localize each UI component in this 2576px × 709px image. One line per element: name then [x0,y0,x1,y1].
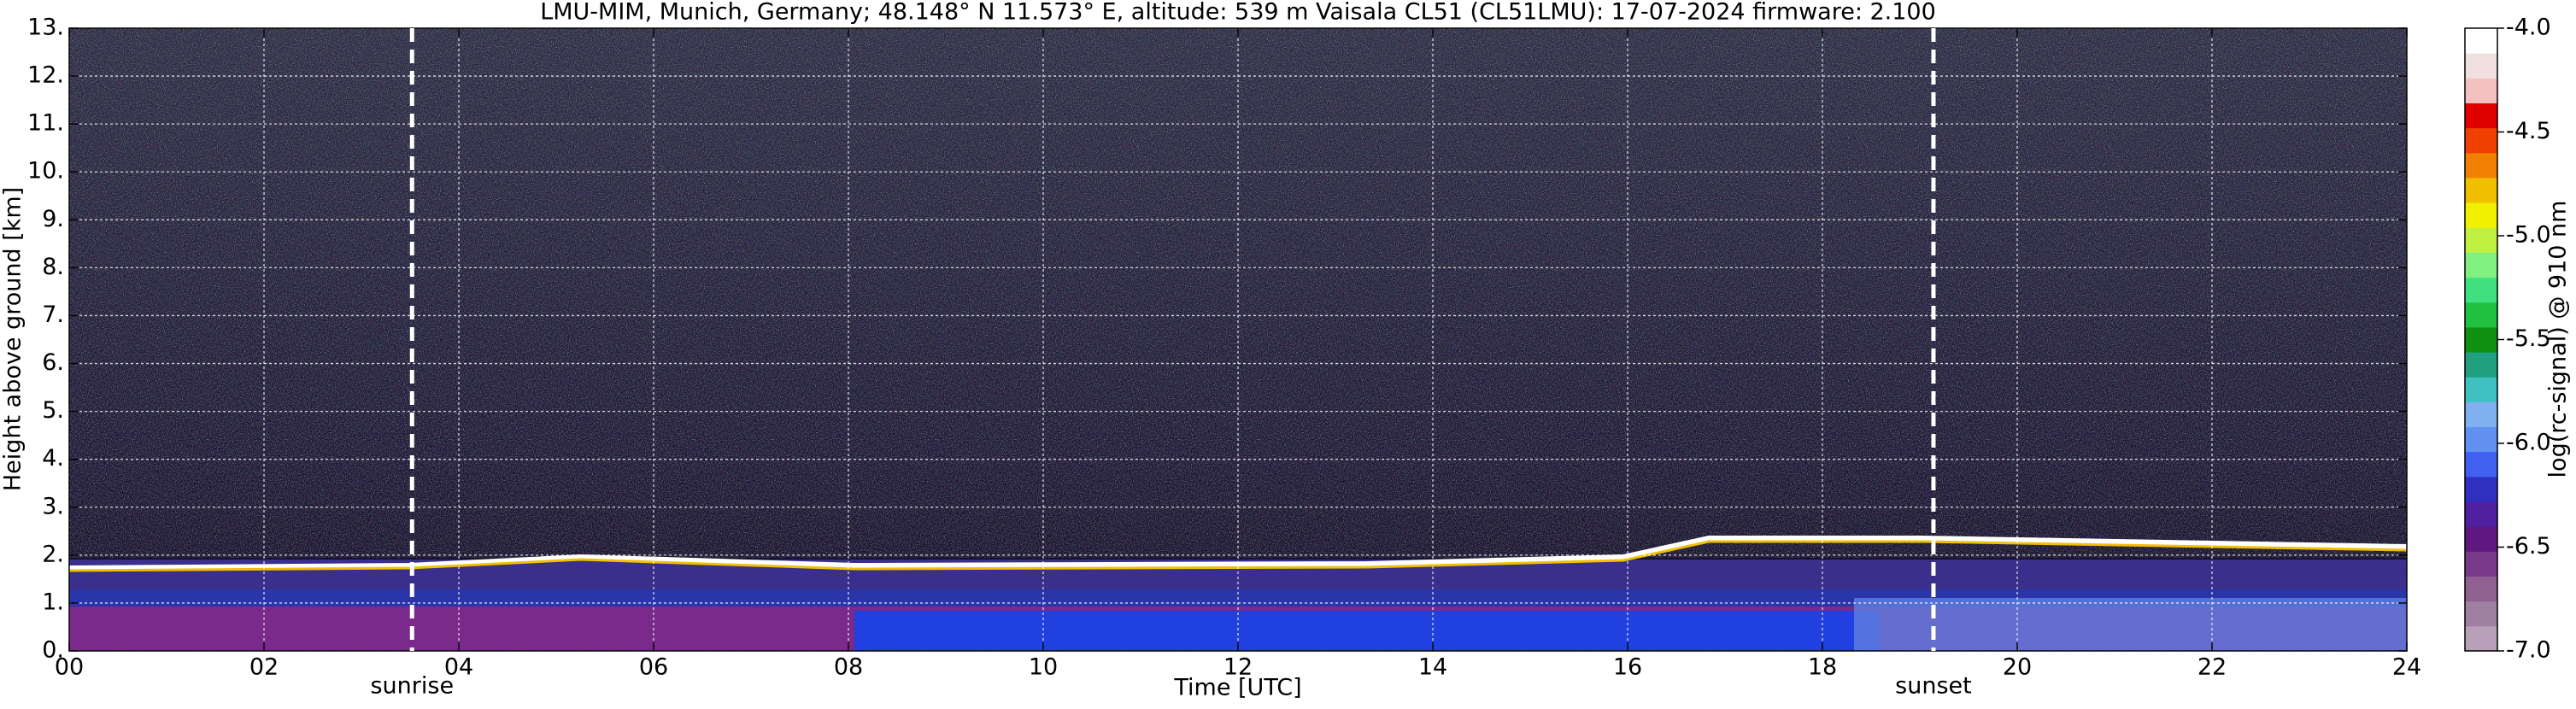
x-tick-label: 14 [1418,654,1447,681]
y-tick-label: 0. [42,637,64,664]
x-tick-label: 02 [249,654,279,681]
y-tick-label: 11. [27,110,64,137]
y-tick-label: 8. [42,254,64,280]
colorbar-tick-label: -5.5 [2506,325,2551,352]
colorbar-tick-label: -7.0 [2506,637,2551,664]
colorbar-tick-label: -4.0 [2506,15,2551,41]
colorbar-segment [2465,401,2497,428]
colorbar-segment [2465,625,2497,652]
colorbar-segment [2465,377,2497,402]
colorbar-segment [2465,476,2497,502]
colorbar-segment [2465,426,2497,453]
colorbar-segment [2465,177,2497,203]
x-tick-label: 10 [1029,654,1058,681]
annotation-label: sunset [1895,673,1972,700]
y-tick-label: 13. [27,15,64,41]
colorbar-segment [2465,103,2497,129]
x-tick-label: 04 [444,654,473,681]
x-tick-label: 24 [2392,654,2421,681]
x-tick-label: 00 [55,654,84,681]
x-axis-label: Time [UTC] [1173,675,1301,701]
colorbar-segment [2465,277,2497,303]
colorbar-segment [2465,501,2497,527]
colorbar-segment [2465,326,2497,353]
colorbar-segment [2465,526,2497,552]
colorbar-label: log(rc-signal) @ 910 nm [2545,201,2572,478]
colorbar-tick-label: -6.0 [2506,430,2551,456]
colorbar-segment [2465,252,2497,278]
y-tick-label: 5. [42,397,64,424]
y-tick-label: 4. [42,445,64,472]
chart-title: LMU-MIM, Munich, Germany; 48.148° N 11.5… [540,0,1936,26]
colorbar-segment [2465,127,2497,154]
x-tick-label: 18 [1808,654,1837,681]
y-axis-label: Height above ground [km] [0,187,26,491]
annotation-label: sunrise [370,673,454,700]
y-tick-label: 10. [27,158,64,185]
y-tick-label: 3. [42,493,64,519]
colorbar-segment [2465,152,2497,179]
y-tick-label: 12. [27,62,64,89]
colorbar-segment [2465,53,2497,79]
colorbar-segment [2465,576,2497,602]
colorbar-segment [2465,352,2497,378]
colorbar-segment [2465,28,2497,54]
y-tick-label: 2. [42,541,64,567]
x-tick-label: 06 [639,654,668,681]
x-tick-label: 12 [1223,654,1253,681]
x-tick-label: 08 [834,654,863,681]
colorbar-tick-label: -6.5 [2506,533,2551,560]
colorbar-segment [2465,78,2497,103]
colorbar-segment [2465,227,2497,253]
colorbar-segment [2465,302,2497,328]
colorbar-segment [2465,551,2497,577]
colorbar-segment [2465,601,2497,627]
y-tick-label: 6. [42,349,64,376]
colorbar-tick-label: -4.5 [2506,118,2551,144]
colorbar-tick-label: -5.0 [2506,222,2551,249]
x-tick-label: 22 [2198,654,2227,681]
y-tick-label: 9. [42,206,64,232]
x-tick-label: 20 [2003,654,2032,681]
x-tick-label: 16 [1613,654,1642,681]
colorbar-segment [2465,451,2497,478]
y-tick-label: 7. [42,302,64,328]
y-tick-label: 1. [42,589,64,615]
colorbar-segment [2465,202,2497,228]
